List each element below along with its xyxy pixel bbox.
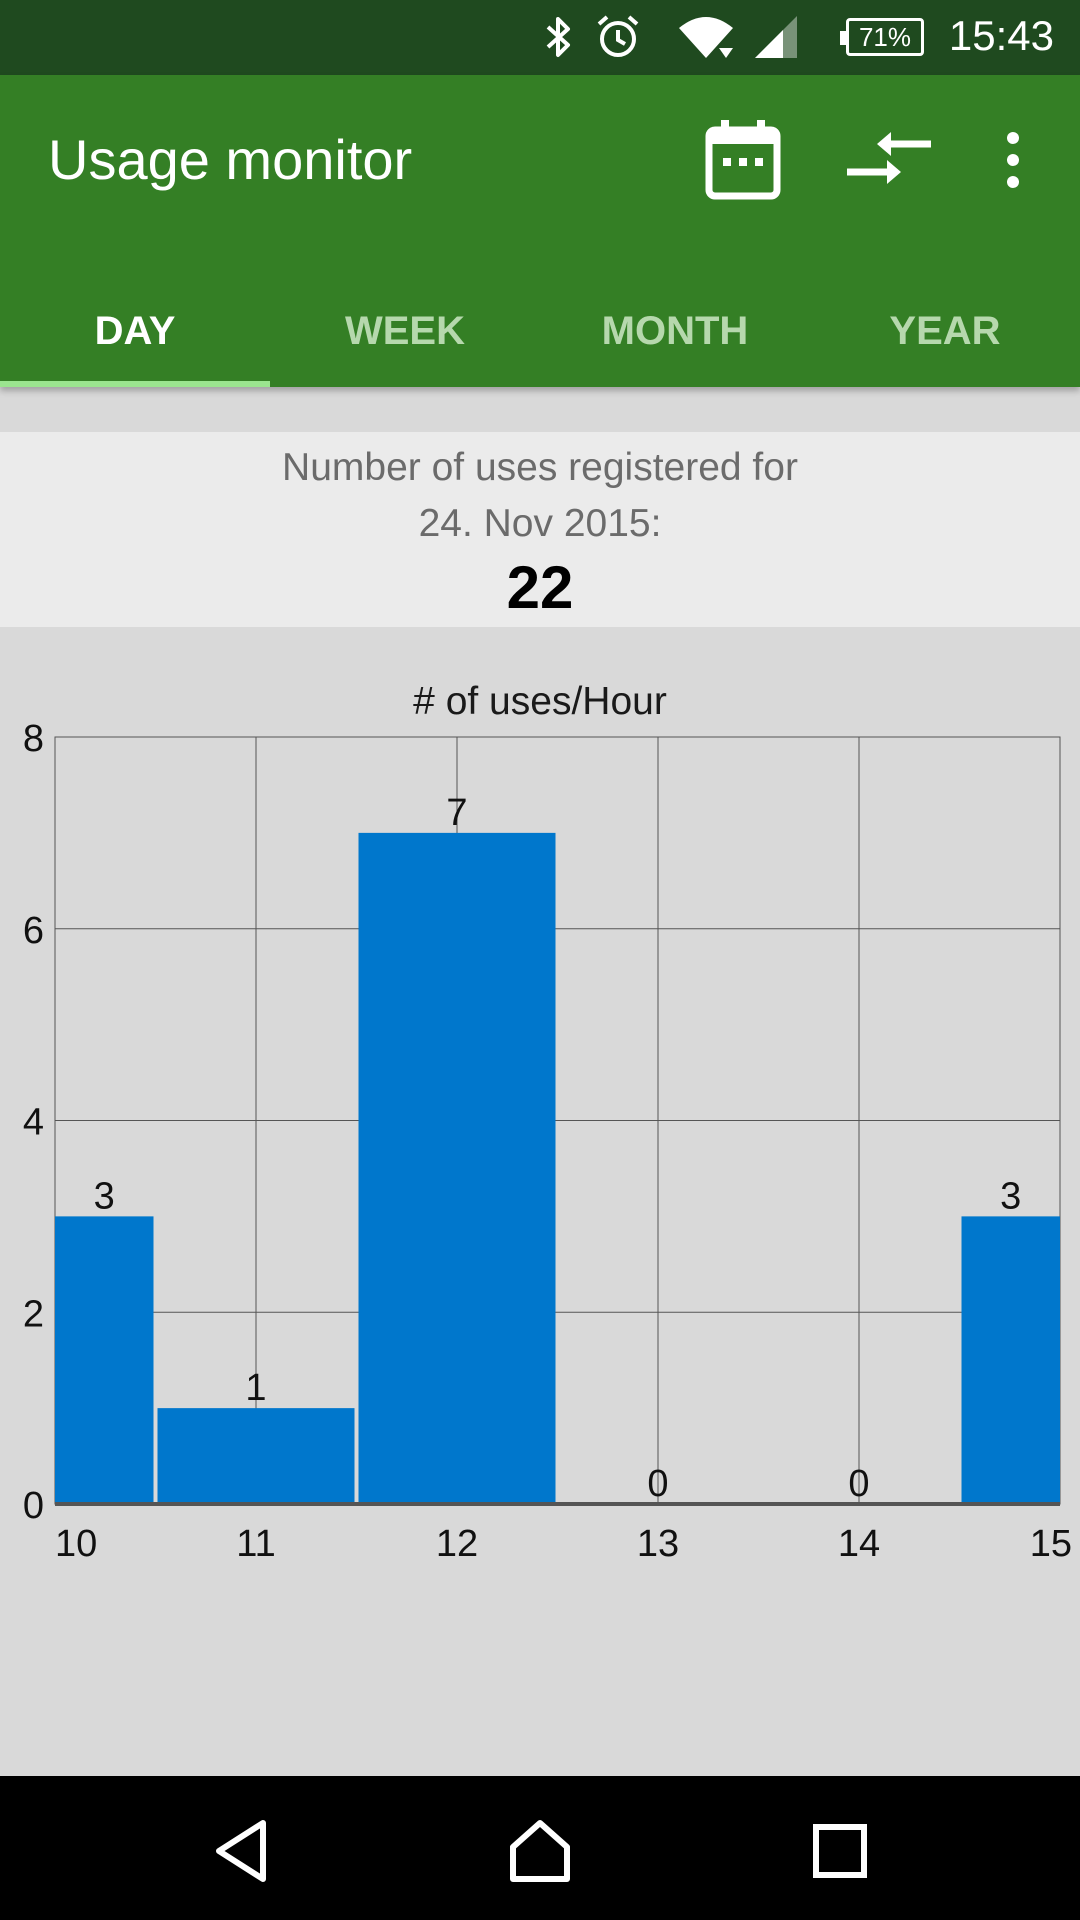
tab-year[interactable]: YEAR bbox=[810, 275, 1080, 387]
nav-bar bbox=[0, 1776, 1080, 1920]
data-label-14: 0 bbox=[848, 1463, 869, 1505]
usage-chart: # of uses/Hour 0 2 4 6 8 3 1 7 0 0 3 10 11 12 13 14 15 bbox=[0, 660, 1080, 1600]
app-title: Usage monitor bbox=[48, 128, 413, 191]
y-tick-label: 6 bbox=[23, 910, 44, 952]
bar-12 bbox=[358, 832, 556, 1504]
tab-bar: DAY WEEK MONTH YEAR bbox=[0, 275, 1080, 387]
more-vert-icon[interactable] bbox=[968, 115, 1058, 205]
battery-level: 71% bbox=[858, 21, 912, 52]
tab-year-label: YEAR bbox=[889, 308, 1001, 353]
status-time: 15:43 bbox=[948, 12, 1054, 59]
chart-title: # of uses/Hour bbox=[413, 680, 667, 723]
chart-canvas: 0 2 4 6 8 3 1 7 0 0 3 10 11 12 13 14 15 bbox=[23, 718, 1072, 1565]
tab-day-label: DAY bbox=[94, 308, 176, 353]
app-bar: Usage monitor DAY WEEK MONTH YE bbox=[0, 75, 1080, 387]
tab-week-label: WEEK bbox=[345, 308, 465, 353]
x-tick-label-10: 10 bbox=[55, 1523, 97, 1565]
data-label-12: 7 bbox=[446, 792, 467, 834]
y-tick-label: 4 bbox=[23, 1102, 44, 1144]
x-tick-label-12: 12 bbox=[436, 1523, 478, 1565]
data-label-10: 3 bbox=[94, 1175, 115, 1217]
tab-indicator bbox=[0, 381, 270, 387]
x-tick-label-15: 15 bbox=[1030, 1523, 1072, 1565]
y-tick-label: 8 bbox=[23, 718, 44, 760]
summary-count: 22 bbox=[506, 554, 574, 621]
bar-11 bbox=[157, 1408, 355, 1504]
y-tick-label: 2 bbox=[23, 1293, 44, 1335]
x-tick-label-13: 13 bbox=[637, 1523, 679, 1565]
summary-heading: Number of uses registered for bbox=[282, 446, 798, 489]
battery-icon: 71% bbox=[840, 18, 924, 56]
alarm-icon bbox=[594, 14, 642, 60]
bluetooth-icon bbox=[540, 14, 578, 60]
compare-arrows-icon[interactable] bbox=[844, 115, 934, 205]
wifi-icon bbox=[676, 14, 736, 60]
home-icon[interactable] bbox=[495, 1806, 585, 1896]
signal-icon bbox=[752, 14, 802, 60]
x-tick-label-14: 14 bbox=[838, 1523, 880, 1565]
bar-10 bbox=[55, 1216, 154, 1504]
summary-panel: Number of uses registered for 24. Nov 20… bbox=[0, 432, 1080, 627]
recents-icon[interactable] bbox=[795, 1806, 885, 1896]
y-tick-label: 0 bbox=[23, 1485, 44, 1527]
bar-15 bbox=[961, 1216, 1060, 1504]
data-label-15: 3 bbox=[1000, 1175, 1021, 1217]
tab-week[interactable]: WEEK bbox=[270, 275, 540, 387]
summary-date: 24. Nov 2015: bbox=[418, 502, 662, 545]
status-bar: 71% 15:43 bbox=[0, 0, 1080, 75]
data-label-13: 0 bbox=[647, 1463, 668, 1505]
tab-month[interactable]: MONTH bbox=[540, 275, 810, 387]
back-icon[interactable] bbox=[196, 1806, 286, 1896]
x-tick-label-11: 11 bbox=[236, 1523, 275, 1565]
tab-month-label: MONTH bbox=[601, 308, 749, 353]
tab-day[interactable]: DAY bbox=[0, 275, 270, 387]
calendar-icon[interactable] bbox=[698, 115, 788, 205]
data-label-11: 1 bbox=[245, 1367, 266, 1409]
